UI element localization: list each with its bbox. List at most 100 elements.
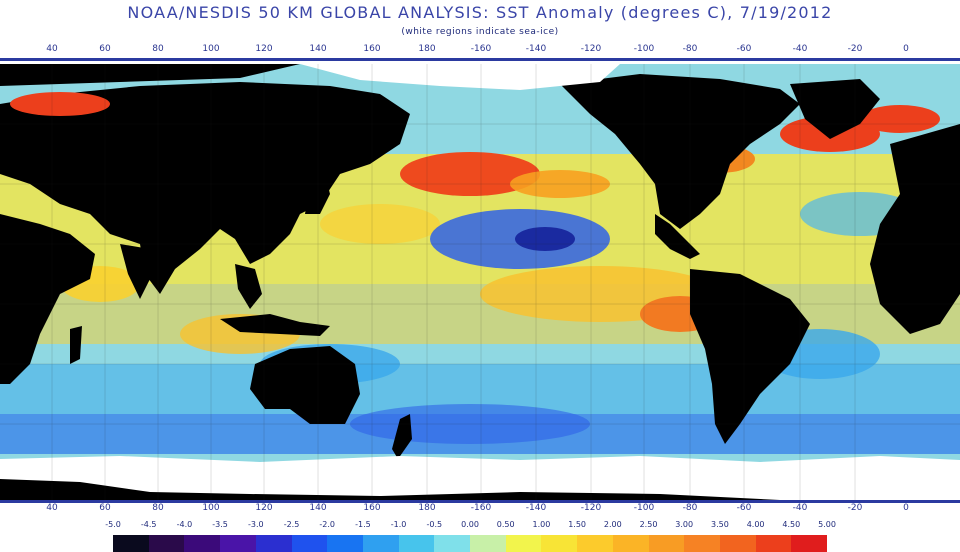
colorbar-tick-label: -2.0 <box>319 520 335 529</box>
indonesia-land <box>220 314 330 336</box>
north-america-land <box>560 74 800 229</box>
colorbar-tick-label: 0.00 <box>461 520 479 529</box>
australia-land <box>250 346 360 424</box>
colorbar <box>113 535 828 552</box>
colorbar-labels: -5.0 -4.5 -4.0 -3.5 -3.0 -2.5 -2.0 -1.5 -1.0 -0.5… <box>105 520 836 532</box>
colorbar-tick-label: 5.00 <box>818 520 836 529</box>
colorbar-swatch <box>755 535 792 552</box>
longitude-label: 180 <box>418 503 436 513</box>
graticule-grid <box>0 64 960 500</box>
colorbar-tick-label: 2.50 <box>639 520 658 529</box>
europe-africa-land <box>870 124 960 334</box>
arctic-hot-patch <box>10 92 110 116</box>
longitude-label: 0 <box>903 44 909 54</box>
longitude-label: 60 <box>99 503 111 513</box>
colorbar-tick-label: -4.5 <box>140 520 157 529</box>
colorbar-swatch <box>719 535 756 552</box>
longitude-label: -20 <box>847 44 863 54</box>
longitude-label: -100 <box>633 44 655 54</box>
colorbar-swatch <box>470 535 506 552</box>
colorbar-swatch <box>148 535 185 552</box>
colorbar-tick-label: -1.5 <box>355 520 371 529</box>
colorbar-tick-label: 1.50 <box>568 520 586 529</box>
asia-land <box>0 82 410 294</box>
colorbar-tick-label: -5.0 <box>105 520 121 529</box>
colorbar-swatch <box>398 535 435 552</box>
colorbar-swatch <box>434 535 471 552</box>
new-zealand-land <box>392 414 412 459</box>
colorbar-tick-label: 4.00 <box>746 520 765 529</box>
colorbar-swatch <box>612 535 649 552</box>
longitude-label: 100 <box>202 44 220 54</box>
greenland-land <box>790 79 880 139</box>
bottom-frame-line <box>0 500 960 503</box>
longitude-label: -60 <box>736 44 752 54</box>
longitude-label: -160 <box>470 503 492 513</box>
map-canvas <box>0 64 960 500</box>
colorbar-tick-label: 2.00 <box>603 520 622 529</box>
colorbar-tick-label: -3.5 <box>212 520 228 529</box>
longitude-label: 80 <box>152 503 164 513</box>
colorbar-swatch <box>541 535 578 552</box>
colorbar-tick-label: 3.50 <box>710 520 729 529</box>
map-title: NOAA/NESDIS 50 KM GLOBAL ANALYSIS: SST A… <box>127 3 833 22</box>
colorbar-swatch <box>505 535 542 552</box>
colorbar-tick-label: -1.0 <box>390 520 407 529</box>
map-subtitle: (white regions indicate sea-ice) <box>401 27 559 37</box>
longitude-label: -80 <box>682 503 698 513</box>
colorbar-tick-label: 4.50 <box>782 520 801 529</box>
arctic-sea-ice <box>300 64 620 90</box>
colorbar-tick-label: -3.0 <box>247 520 264 529</box>
west-pacific-warm-patch <box>320 204 440 244</box>
land-masses <box>0 74 960 459</box>
longitude-label: -40 <box>792 503 808 513</box>
longitude-label: -80 <box>682 44 698 54</box>
sst-anomaly-map <box>0 64 960 500</box>
longitude-label: 140 <box>309 503 327 513</box>
colorbar-swatch <box>291 535 328 552</box>
bottom-longitude-axis: 40 60 80 100 120 140 160 180 -160 -140 -120 -100 -80… <box>0 503 960 515</box>
longitude-label: 100 <box>202 503 220 513</box>
longitude-label: -120 <box>580 44 602 54</box>
longitude-label: 160 <box>363 44 381 54</box>
indochina-land <box>235 264 262 309</box>
colorbar-swatch <box>220 535 256 552</box>
longitude-label: -140 <box>525 503 547 513</box>
longitude-label: 80 <box>152 44 164 54</box>
south-america-land <box>690 269 810 444</box>
longitude-label: 180 <box>418 44 436 54</box>
japan-land <box>305 174 330 214</box>
colorbar-tick-label: 0.50 <box>496 520 515 529</box>
colorbar-tick-label: -0.5 <box>426 520 443 529</box>
longitude-label: -60 <box>736 503 752 513</box>
colorbar-tick-label: 1.00 <box>532 520 551 529</box>
colorbar-tick-label: 3.00 <box>675 520 694 529</box>
colorbar-tick-label: -4.0 <box>176 520 193 529</box>
longitude-label: -140 <box>525 44 547 54</box>
longitude-label: 120 <box>255 503 273 513</box>
longitude-label: -20 <box>847 503 863 513</box>
longitude-label: 40 <box>46 503 58 513</box>
longitude-label: 40 <box>46 44 58 54</box>
longitude-label: -120 <box>580 503 602 513</box>
colorbar-swatch <box>791 535 828 552</box>
longitude-label: 140 <box>309 44 327 54</box>
africa-land <box>0 214 95 384</box>
india-land <box>120 244 155 299</box>
longitude-label: 160 <box>363 503 381 513</box>
central-america-land <box>655 214 700 259</box>
europe-hot-patch <box>860 105 940 133</box>
colorbar-swatch <box>184 535 221 552</box>
longitude-label: 60 <box>99 44 111 54</box>
colorbar-swatch <box>684 535 720 552</box>
longitude-label: -160 <box>470 44 492 54</box>
colorbar-swatch <box>255 535 292 552</box>
central-pacific-cold-core <box>515 227 575 251</box>
colorbar-swatch <box>113 535 149 552</box>
longitude-label: -40 <box>792 44 808 54</box>
longitude-label: 0 <box>903 503 909 513</box>
top-frame-line <box>0 58 960 61</box>
colorbar-swatch <box>577 535 613 552</box>
top-longitude-axis: 40 60 80 100 120 140 160 180 -160 -140 -120 -100 -80… <box>0 44 960 56</box>
north-pacific-warm-patch <box>510 170 610 198</box>
